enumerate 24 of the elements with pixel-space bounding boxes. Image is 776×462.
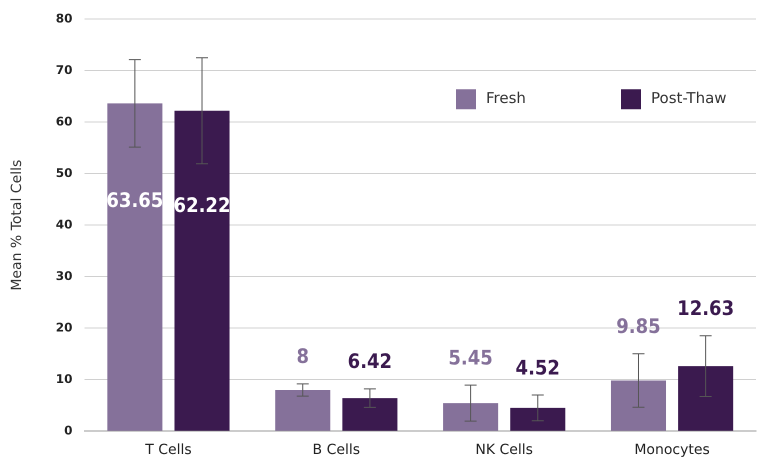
y-axis-title: Mean % Total Cells (9, 160, 26, 291)
y-tick-label: 20 (56, 320, 72, 334)
y-tick-label: 70 (56, 62, 72, 77)
y-tick-label: 40 (56, 217, 72, 232)
x-tick-label: B Cells (312, 442, 360, 458)
x-tick-label: Monocytes (634, 442, 710, 458)
y-tick-label: 50 (56, 166, 72, 180)
y-tick-label: 60 (56, 114, 72, 128)
data-label: 4.52 (516, 355, 560, 380)
legend-label: Fresh (486, 89, 526, 108)
data-label: 8 (296, 344, 310, 368)
data-label: 6.42 (348, 349, 392, 374)
legend-label: Post-Thaw (651, 89, 727, 108)
y-tick-label: 10 (56, 372, 72, 386)
y-tick-label: 30 (56, 268, 72, 283)
data-label: 5.45 (448, 345, 493, 370)
y-tick-label: 0 (64, 423, 72, 438)
x-tick-label: T Cells (144, 442, 192, 458)
data-label: 63.65 (106, 188, 164, 212)
data-label: 62.22 (174, 192, 230, 217)
x-tick-label: NK Cells (475, 442, 533, 458)
data-label: 9.85 (616, 314, 661, 338)
y-tick-label: 80 (56, 11, 72, 26)
data-label: 12.63 (677, 296, 734, 320)
